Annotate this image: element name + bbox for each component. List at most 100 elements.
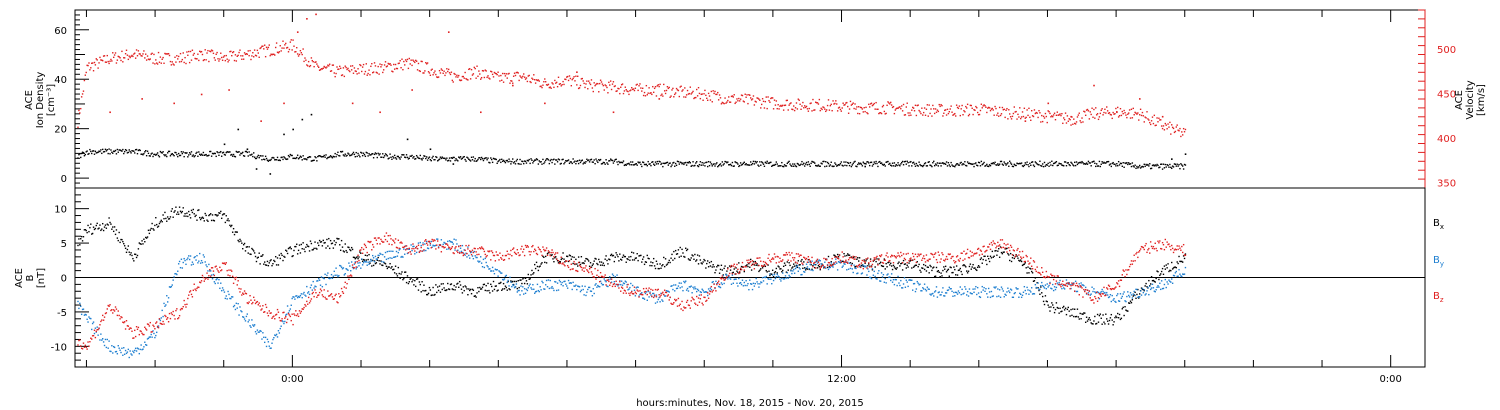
velocity-point — [1173, 131, 1176, 134]
bx-point — [721, 269, 724, 271]
by-point — [583, 294, 585, 296]
bx-point — [272, 263, 274, 265]
velocity-point — [1003, 108, 1005, 111]
velocity-point — [1131, 117, 1134, 119]
velocity-point — [701, 93, 703, 95]
bx-point — [254, 255, 257, 258]
by-point — [228, 293, 230, 296]
density-point — [772, 164, 775, 166]
density-point — [436, 156, 438, 159]
by-point — [173, 276, 175, 278]
density-point — [480, 156, 483, 159]
by-point — [390, 250, 392, 252]
bx-point — [553, 260, 555, 263]
density-point — [548, 162, 551, 165]
velocity-point — [1020, 116, 1023, 118]
velocity-point — [96, 59, 98, 61]
by-point — [226, 298, 228, 300]
bx-point — [674, 249, 677, 252]
velocity-point — [269, 54, 271, 57]
bx-point — [702, 261, 704, 263]
density-point — [529, 162, 531, 165]
bx-point — [598, 258, 600, 261]
bx-point — [442, 283, 444, 285]
bx-point — [310, 242, 313, 245]
bx-point — [397, 266, 400, 269]
velocity-point — [435, 73, 437, 76]
by-point — [346, 268, 348, 271]
density-point — [176, 153, 178, 156]
density-point — [659, 161, 661, 163]
bx-point — [709, 265, 712, 267]
by-point — [354, 261, 357, 263]
density-point — [823, 160, 825, 163]
bx-point — [196, 219, 198, 221]
density-point — [1048, 165, 1050, 167]
density-point — [268, 159, 270, 161]
bx-point — [921, 267, 923, 269]
density-point — [890, 165, 893, 167]
bx-point — [245, 246, 248, 248]
by-point — [684, 281, 686, 284]
density-point — [982, 163, 984, 165]
by-point — [1135, 288, 1137, 291]
velocity-point — [656, 85, 659, 87]
bx-point — [1030, 268, 1032, 270]
velocity-point — [970, 104, 972, 107]
bx-point — [922, 263, 925, 266]
velocity-point — [647, 92, 649, 94]
density-point — [249, 154, 251, 156]
by-point — [126, 351, 129, 353]
density-point — [818, 165, 821, 167]
by-point — [703, 291, 705, 293]
density-point — [490, 158, 493, 161]
by-point — [329, 277, 332, 279]
bx-point — [467, 294, 469, 296]
by-point — [1016, 288, 1018, 290]
velocity-point — [80, 96, 83, 98]
bx-point — [841, 260, 843, 263]
density-point — [241, 152, 243, 155]
velocity-point — [120, 59, 122, 62]
density-point — [614, 158, 616, 161]
bx-point — [635, 257, 637, 259]
velocity-point — [115, 62, 118, 64]
density-point — [259, 155, 261, 157]
bx-point — [301, 247, 303, 250]
velocity-point — [287, 51, 290, 53]
density-point — [495, 158, 497, 161]
by-point — [1161, 287, 1164, 290]
velocity-point — [1147, 118, 1149, 120]
by-point — [835, 258, 837, 260]
density-point — [987, 165, 989, 167]
by-point — [501, 278, 504, 281]
bx-point — [546, 252, 549, 255]
velocity-point — [990, 108, 993, 110]
bx-point — [277, 264, 280, 266]
bx-point — [110, 223, 112, 225]
velocity-point — [950, 105, 952, 107]
velocity-point — [485, 70, 487, 72]
density-point — [280, 156, 282, 159]
bx-point — [1128, 302, 1131, 304]
bx-point — [980, 257, 983, 259]
bx-point — [507, 280, 509, 283]
density-point — [466, 156, 468, 158]
by-point — [955, 291, 958, 294]
bx-point — [1115, 315, 1117, 317]
bx-point — [1150, 276, 1153, 278]
density-point — [1064, 161, 1067, 163]
velocity-point — [909, 112, 911, 114]
by-point — [1152, 287, 1155, 289]
density-point — [719, 163, 722, 165]
density-point — [684, 162, 686, 164]
by-point — [306, 285, 308, 288]
by-point — [879, 280, 881, 282]
bx-point — [682, 252, 684, 254]
by-point — [570, 282, 573, 284]
by-point — [1175, 270, 1177, 273]
density-point — [1069, 164, 1071, 167]
by-point — [901, 287, 904, 289]
bx-point — [431, 294, 433, 296]
by-point — [267, 341, 270, 343]
